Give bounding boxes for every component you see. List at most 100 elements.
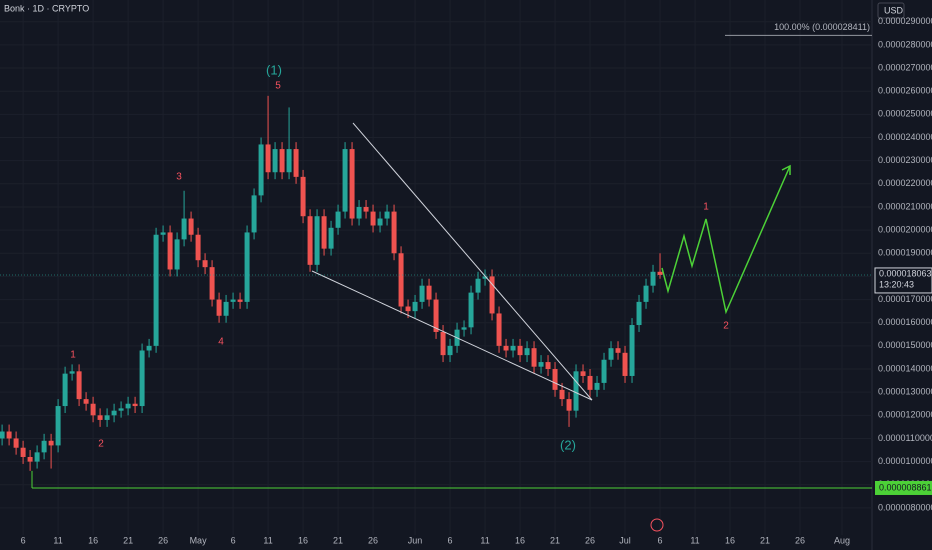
y-tick-label: 0.0000160000 — [878, 317, 932, 327]
candle-body — [475, 278, 481, 293]
candle-body — [545, 362, 551, 370]
symbol-title: Bonk · 1D · CRYPTO — [4, 3, 89, 13]
candle-body — [496, 313, 502, 346]
x-tick-label: May — [190, 535, 208, 545]
candle-body — [503, 345, 509, 351]
candle-body — [230, 299, 236, 302]
candle-body — [76, 371, 82, 400]
candle-body — [587, 375, 593, 390]
candle-body — [615, 348, 621, 353]
candle-body — [342, 149, 348, 212]
candle-body — [447, 345, 453, 356]
x-tick-label: 6 — [658, 535, 663, 545]
x-tick-label: 16 — [88, 535, 98, 545]
wave-label: 4 — [218, 337, 224, 348]
x-tick-label: 6 — [231, 535, 236, 545]
candle-body — [279, 149, 285, 173]
x-tick-label: 16 — [298, 535, 308, 545]
x-tick-label: 26 — [368, 535, 378, 545]
candle-body — [538, 362, 544, 367]
candle-body — [251, 195, 257, 233]
y-tick-label: 0.0000170000 — [878, 294, 932, 304]
candle-body — [594, 382, 600, 390]
x-tick-label: 16 — [725, 535, 735, 545]
currency-box[interactable] — [877, 2, 905, 19]
candle-body — [13, 438, 19, 448]
candle-body — [482, 276, 488, 279]
wave-label: (1) — [266, 62, 282, 77]
x-tick-label: Aug — [834, 535, 850, 545]
event-icon[interactable] — [650, 518, 664, 532]
x-tick-label: 16 — [515, 535, 525, 545]
x-tick-label: 26 — [158, 535, 168, 545]
candle-body — [363, 206, 369, 212]
candle-body — [174, 239, 180, 270]
candle-body — [517, 345, 523, 356]
candle-body — [510, 345, 516, 351]
candle-body — [48, 440, 54, 446]
wedge-lower — [311, 270, 593, 401]
wave-label: (2) — [560, 437, 576, 452]
candle-body — [139, 350, 145, 407]
candle-body — [573, 371, 579, 411]
candle-body — [650, 271, 656, 286]
candle-body — [461, 327, 467, 330]
y-tick-label: 0.0000260000 — [878, 86, 932, 96]
wave-label: 2 — [723, 321, 729, 332]
x-tick-label: 11 — [263, 535, 272, 545]
candle-body — [314, 216, 320, 265]
candle-body — [97, 415, 103, 420]
y-tick-label: 0.0000290000 — [878, 16, 932, 26]
y-tick-label: 0.0000250000 — [878, 109, 932, 119]
candle-body — [629, 325, 635, 376]
candle-body — [125, 403, 131, 409]
candle-body — [531, 348, 537, 367]
x-tick-label: 26 — [795, 535, 805, 545]
candle-body — [83, 399, 89, 404]
y-tick-label: 0.0000100000 — [878, 456, 932, 466]
fib-label: 100.00% (0.000028411) — [774, 22, 870, 32]
candle-body — [524, 348, 530, 356]
candle-body — [223, 301, 229, 316]
candle-body — [153, 234, 159, 346]
candle-body — [62, 373, 68, 407]
candle-body — [286, 149, 292, 173]
x-tick-label: Jul — [619, 535, 631, 545]
projection-arrow — [781, 164, 791, 175]
candle-body — [580, 371, 586, 376]
x-tick-label: 11 — [690, 535, 699, 545]
candle-body — [20, 447, 26, 457]
candle-body — [55, 406, 61, 446]
candle-body — [132, 403, 138, 407]
candle-body — [622, 352, 628, 376]
candle-body — [636, 301, 642, 326]
x-tick-label: 21 — [550, 535, 560, 545]
candle-body — [321, 216, 327, 249]
candle-body — [328, 227, 334, 249]
candle-body — [377, 218, 383, 226]
x-tick-label: 6 — [448, 535, 453, 545]
candle-body — [265, 144, 271, 173]
y-tick-label: 0.0000220000 — [878, 178, 932, 188]
candle-body — [293, 149, 299, 177]
y-tick-label: 0.0000150000 — [878, 340, 932, 350]
y-tick-label: 0.0000120000 — [878, 410, 932, 420]
candle-body — [552, 369, 558, 390]
x-tick-label: 21 — [123, 535, 133, 545]
candle-body — [209, 267, 215, 300]
candle-body — [27, 456, 33, 462]
candle-body — [335, 211, 341, 228]
candle-body — [433, 299, 439, 332]
candle-body — [384, 211, 390, 219]
y-tick-label: 0.0000190000 — [878, 248, 932, 258]
candle-body — [118, 408, 124, 411]
candle-body — [258, 144, 264, 196]
candle-body — [643, 285, 649, 302]
candle-body — [41, 440, 47, 453]
x-tick-label: 6 — [21, 535, 26, 545]
candle-body — [398, 253, 404, 307]
candle-body — [440, 331, 446, 356]
candle-body — [559, 389, 565, 400]
y-tick-label: 0.0000240000 — [878, 132, 932, 142]
x-tick-label: 21 — [760, 535, 770, 545]
